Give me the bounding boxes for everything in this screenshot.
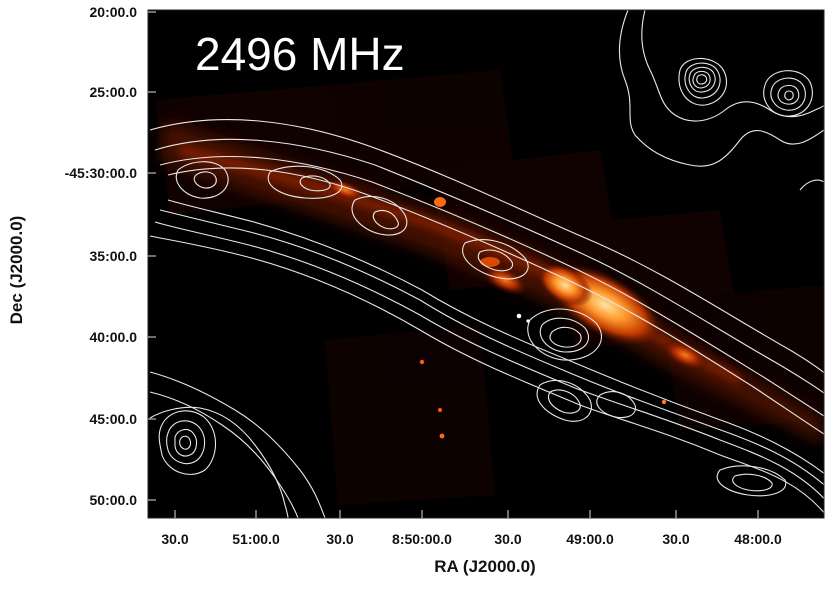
contour-loop — [175, 161, 229, 199]
y-axis-label: Dec (J2000.0) — [7, 216, 26, 325]
emission-knot — [434, 197, 446, 207]
survey-tile — [660, 285, 824, 430]
emission-ridge — [160, 120, 824, 445]
contour-loop — [462, 239, 529, 280]
contour-line — [149, 391, 299, 518]
x-tick-label: 51:00.0 — [232, 531, 280, 547]
contour-loop — [527, 308, 602, 361]
y-tick-label: 40:00.0 — [90, 329, 138, 345]
emission-layer — [155, 70, 824, 505]
point-source — [439, 433, 445, 439]
y-tick-label: 20:00.0 — [90, 4, 138, 20]
contour-loop — [351, 196, 408, 236]
contour-loop — [179, 435, 192, 450]
contour-loop — [732, 473, 773, 492]
contour-loop — [539, 317, 590, 353]
contour-loop — [193, 171, 217, 189]
contour-loop — [158, 410, 217, 475]
y-tick-label: 35:00.0 — [90, 248, 138, 264]
x-tick-label: 49:00.0 — [566, 531, 614, 547]
contour-loop — [716, 465, 787, 497]
x-tick-label: 30.0 — [161, 531, 188, 547]
x-tick-label: 8:50:00.0 — [392, 531, 452, 547]
contour-loop — [174, 428, 198, 457]
x-axis-label: RA (J2000.0) — [434, 557, 535, 576]
y-axis: 20:00.0 25:00.0 -45:30:00.0 35:00.0 40:00.0 4… — [65, 4, 156, 508]
contour-loop — [696, 74, 708, 85]
contour-line — [799, 179, 824, 191]
point-source — [419, 359, 425, 365]
contour-loop — [299, 175, 331, 192]
frequency-label: 2496 MHz — [195, 28, 405, 80]
contour-loop — [688, 66, 716, 93]
contour-loop — [372, 209, 399, 230]
x-tick-label: 30.0 — [662, 531, 689, 547]
y-tick-label: 50:00.0 — [90, 492, 138, 508]
plot-frame — [147, 9, 825, 519]
emission-knot — [537, 263, 593, 307]
contour-line — [159, 155, 824, 486]
contour-loop — [165, 420, 206, 465]
emission-knot — [480, 257, 500, 267]
contour-line — [641, 10, 824, 122]
radio-contours — [149, 10, 824, 518]
point-source — [516, 313, 522, 319]
contour-line — [618, 10, 824, 167]
contour-loop — [477, 249, 514, 272]
contour-line — [149, 406, 289, 518]
contour-loop — [678, 57, 727, 106]
survey-tile — [325, 325, 495, 505]
contour-line — [149, 371, 326, 518]
contour-loop — [549, 326, 582, 348]
contour-line — [154, 138, 824, 500]
x-axis: 30.0 51:00.0 30.0 8:50:00.0 30.0 49:00.0 30.0 4… — [161, 510, 782, 547]
contour-loop — [784, 90, 794, 101]
contour-loop — [763, 70, 813, 117]
x-tick-label: 48:00.0 — [734, 531, 782, 547]
contour-loop — [770, 77, 806, 111]
x-tick-label: 30.0 — [326, 531, 353, 547]
point-source — [438, 408, 442, 412]
contour-loop — [547, 389, 581, 414]
contour-loop — [596, 391, 636, 419]
contour-loop — [536, 379, 592, 422]
y-tick-label: 25:00.0 — [90, 84, 138, 100]
y-tick-label: -45:30:00.0 — [65, 165, 138, 181]
emission-knot — [481, 264, 529, 296]
x-tick-label: 30.0 — [494, 531, 521, 547]
contour-line — [149, 119, 824, 514]
contour-loop — [692, 70, 711, 89]
contour-line — [167, 167, 824, 475]
survey-tile — [330, 70, 515, 195]
y-tick-label: 45:00.0 — [90, 411, 138, 427]
contour-loop — [777, 84, 800, 105]
emission-knot — [661, 339, 709, 371]
contour-loop — [267, 165, 343, 199]
contour-loop — [684, 62, 721, 99]
point-source — [661, 399, 667, 405]
